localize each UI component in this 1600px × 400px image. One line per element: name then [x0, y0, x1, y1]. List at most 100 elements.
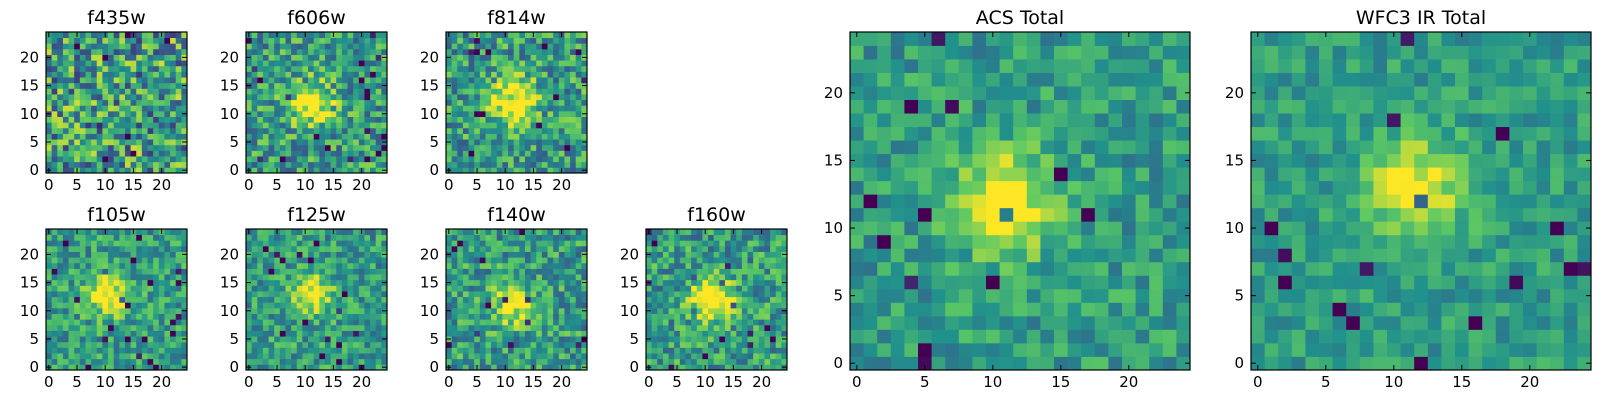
heatmap-cell: [713, 262, 720, 269]
heatmap-cell: [485, 82, 492, 89]
heatmap-cell: [330, 88, 337, 95]
heatmap-cell: [313, 324, 320, 331]
heatmap-cell: [462, 122, 469, 129]
heatmap-cell: [547, 353, 554, 360]
heatmap-cell: [753, 229, 760, 236]
heatmap-cell: [74, 110, 81, 117]
heatmap-cell: [147, 307, 154, 314]
heatmap-cell: [553, 229, 560, 236]
heatmap-cell: [296, 150, 303, 157]
heatmap-cell: [564, 336, 571, 343]
heatmap-cell: [68, 229, 75, 236]
heatmap-cell: [736, 279, 743, 286]
heatmap-cell: [468, 291, 475, 298]
heatmap-cell: [158, 71, 165, 78]
heatmap-cell: [130, 65, 137, 72]
heatmap-cell: [564, 319, 571, 326]
heatmap-cell: [370, 245, 377, 252]
heatmap-cell: [668, 296, 675, 303]
heatmap-cell: [1135, 167, 1150, 182]
heatmap-cell: [153, 139, 160, 146]
heatmap-cell: [462, 105, 469, 112]
heatmap-cell: [141, 127, 148, 134]
heatmap-cell: [679, 234, 686, 241]
heatmap-cell: [850, 167, 864, 182]
heatmap-cell: [302, 251, 309, 258]
heatmap-cell: [747, 245, 754, 252]
heatmap-cell: [353, 245, 360, 252]
heatmap-cell: [91, 82, 98, 89]
heatmap-cell: [279, 82, 286, 89]
heatmap-cell: [170, 139, 177, 146]
heatmap-cell: [153, 229, 160, 236]
heatmap-cell: [85, 262, 92, 269]
heatmap-cell: [758, 341, 765, 348]
heatmap-cell: [347, 167, 354, 174]
heatmap-cell: [153, 251, 160, 258]
heatmap-cell: [279, 319, 286, 326]
heatmap-cell: [524, 32, 531, 39]
heatmap-cell: [136, 99, 143, 106]
heatmap-cell: [364, 279, 371, 286]
heatmap-cell: [1013, 221, 1028, 236]
heatmap-cell: [558, 257, 565, 264]
heatmap-cell: [513, 54, 520, 61]
heatmap-cell: [370, 116, 377, 123]
heatmap-cell: [170, 274, 177, 281]
heatmap-cell: [279, 127, 286, 134]
heatmap-cell: [547, 347, 554, 354]
heatmap-cell: [457, 240, 464, 247]
heatmap-cell: [575, 307, 582, 314]
heatmap-cell: [570, 65, 577, 72]
heatmap-cell: [370, 313, 377, 320]
heatmap-cell: [268, 156, 275, 163]
heatmap-cell: [68, 313, 75, 320]
heatmap-cell: [257, 364, 264, 371]
y-tick-label: 0: [629, 358, 639, 376]
heatmap-cell: [519, 77, 526, 84]
heatmap-cell: [564, 353, 571, 360]
heatmap-cell: [747, 358, 754, 365]
heatmap-cell: [524, 77, 531, 84]
heatmap-cell: [51, 245, 58, 252]
heatmap-cell: [96, 161, 103, 168]
heatmap-cell: [485, 167, 492, 174]
heatmap-cell: [370, 296, 377, 303]
heatmap-cell: [251, 60, 258, 67]
heatmap-cell: [262, 229, 269, 236]
heatmap-cell: [958, 207, 973, 222]
heatmap-cell: [170, 32, 177, 39]
heatmap-cell: [904, 302, 919, 317]
heatmap-cell: [713, 251, 720, 258]
heatmap-cell: [141, 302, 148, 309]
heatmap-cell: [341, 291, 348, 298]
x-tick-label: 15: [324, 373, 343, 391]
heatmap-cell: [147, 156, 154, 163]
heatmap-cell: [457, 313, 464, 320]
heatmap-cell: [51, 122, 58, 129]
heatmap-cell: [291, 110, 298, 117]
heatmap-cell: [57, 364, 64, 371]
heatmap-cell: [341, 60, 348, 67]
heatmap-cell: [353, 341, 360, 348]
heatmap-cell: [141, 139, 148, 146]
heatmap-cell: [313, 139, 320, 146]
heatmap-cell: [279, 347, 286, 354]
heatmap-cell: [62, 88, 69, 95]
heatmap-cell: [575, 347, 582, 354]
heatmap-cell: [685, 251, 692, 258]
heatmap-cell: [364, 313, 371, 320]
heatmap-cell: [513, 296, 520, 303]
heatmap-cell: [781, 319, 788, 326]
heatmap-cell: [657, 358, 664, 365]
heatmap-cell: [108, 105, 115, 112]
heatmap-cell: [119, 234, 126, 241]
heatmap-cell: [758, 319, 765, 326]
heatmap-cell: [474, 302, 481, 309]
heatmap-cell: [164, 302, 171, 309]
heatmap-cell: [302, 161, 309, 168]
heatmap-cell: [581, 60, 588, 67]
heatmap-cell: [446, 240, 453, 247]
heatmap-cell: [262, 251, 269, 258]
heatmap-cell: [904, 194, 919, 209]
